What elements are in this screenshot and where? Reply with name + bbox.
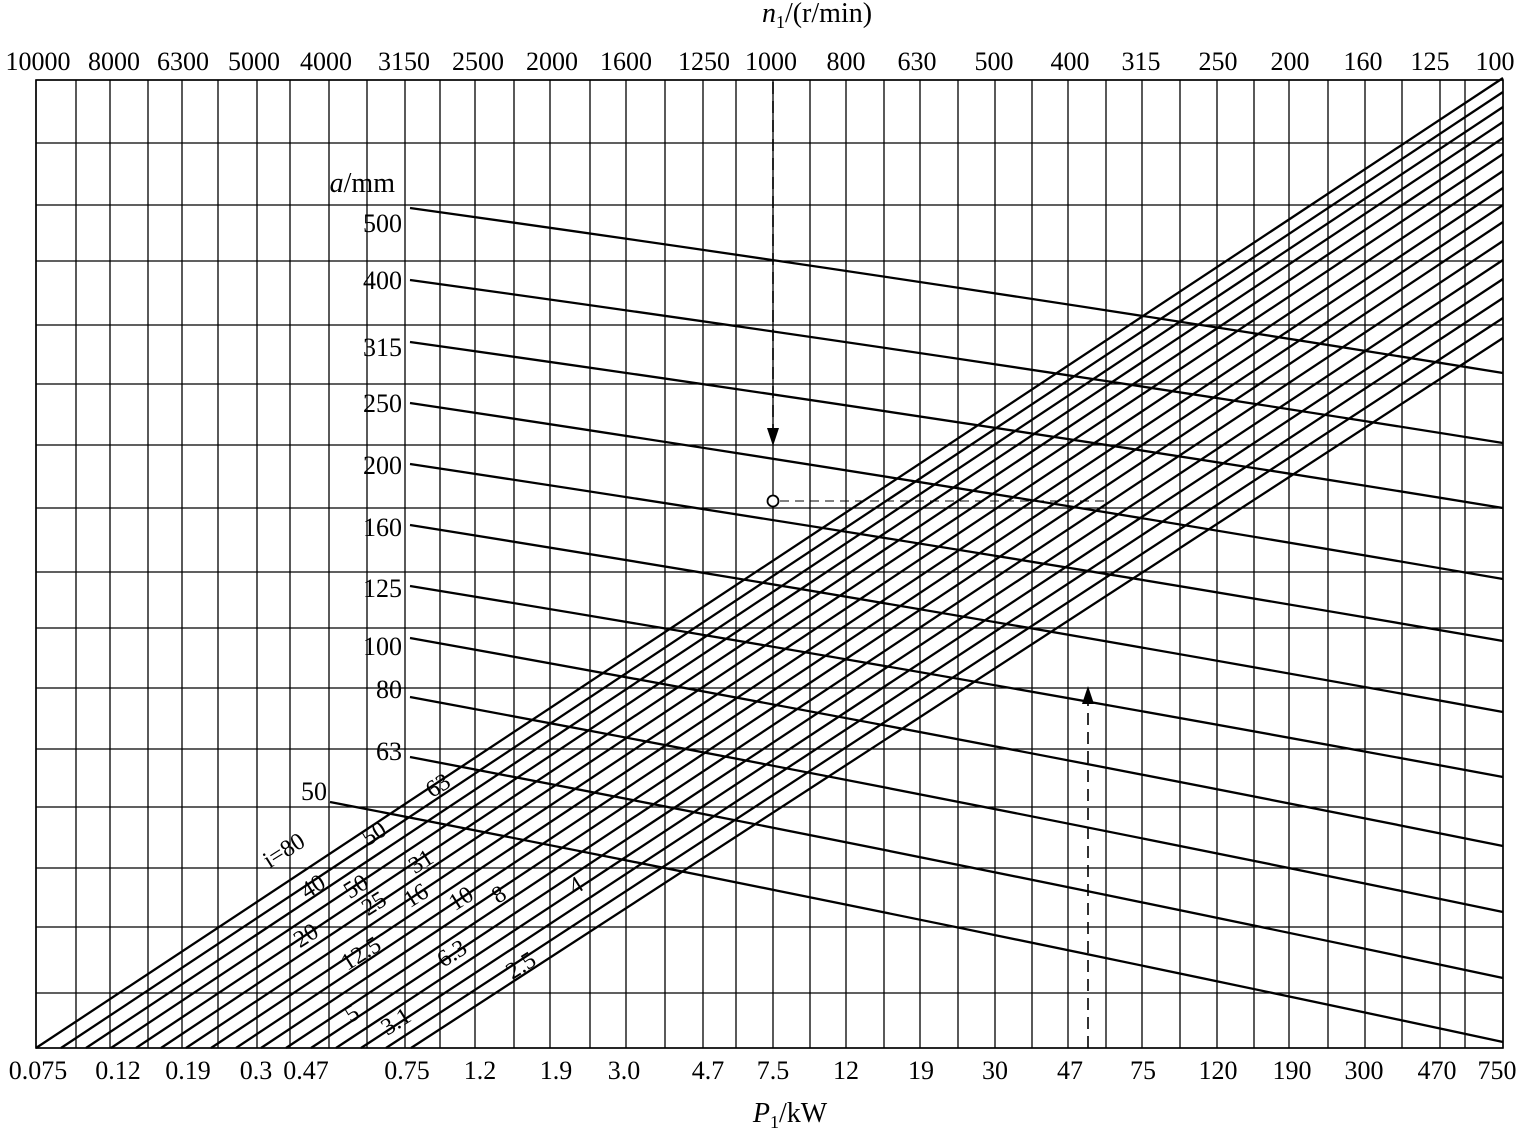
a-curve: [409, 636, 1504, 848]
a-value-label: 160: [363, 513, 402, 542]
ratio-line: [410, 337, 1504, 1049]
a-value-label: 125: [363, 574, 402, 603]
bottom-tick-label: 0.47: [283, 1056, 329, 1085]
bottom-tick-label: 47: [1057, 1056, 1083, 1085]
a-curve: [409, 462, 1504, 643]
bottom-tick-label: 0.075: [9, 1056, 68, 1085]
ratio-label: 10: [444, 882, 478, 917]
bottom-tick-label: 75: [1130, 1056, 1156, 1085]
ratio-label: 20: [289, 919, 323, 954]
a-value-label: 315: [363, 333, 402, 362]
top-tick-label: 800: [827, 47, 866, 76]
ratio-line: [360, 297, 1504, 1049]
ratio-line: [210, 187, 1504, 1049]
ratio-line: [160, 153, 1504, 1049]
a-curve: [409, 340, 1504, 510]
down-arrow-icon: [767, 428, 779, 446]
a-curve: [409, 523, 1504, 714]
bottom-tick-label: 750: [1478, 1056, 1517, 1085]
top-tick-label: 3150: [378, 47, 430, 76]
bottom-tick-label: 19: [908, 1056, 934, 1085]
ratio-label: i=80: [259, 828, 310, 873]
bottom-tick-label: 300: [1345, 1056, 1384, 1085]
top-axis-title: n1/(r/min): [762, 0, 872, 32]
center-distance-curves: [329, 206, 1504, 1044]
a-curve: [409, 584, 1504, 779]
a-value-label: 250: [363, 389, 402, 418]
ratio-line: [335, 278, 1504, 1049]
a-value-label: 80: [376, 675, 402, 704]
a-curve: [409, 206, 1504, 375]
top-tick-label: 125: [1411, 47, 1450, 76]
bottom-tick-label: 3.0: [608, 1056, 641, 1085]
bottom-tick-label: 30: [982, 1056, 1008, 1085]
top-tick-label: 315: [1122, 47, 1161, 76]
a-curve: [409, 401, 1504, 581]
labels: n1/(r/min) 10000 8000 6300 5000 4000 3150 2500 2…: [6, 0, 1517, 1132]
top-tick-label: 160: [1344, 47, 1383, 76]
a-curve: [329, 800, 1504, 1044]
ratio-line: [235, 204, 1504, 1049]
top-tick-label: 500: [975, 47, 1014, 76]
ratio-label: 16: [399, 879, 433, 914]
top-tick-label: 400: [1051, 47, 1090, 76]
a-value-label: 500: [363, 209, 402, 238]
top-tick-label: 250: [1199, 47, 1238, 76]
top-tick-label: 4000: [300, 47, 352, 76]
ratio-label: 50: [357, 817, 391, 852]
top-tick-label: 2000: [526, 47, 578, 76]
bottom-tick-label: 7.5: [757, 1056, 790, 1085]
top-tick-label: 8000: [88, 47, 140, 76]
ratio-line: [260, 221, 1504, 1049]
bottom-tick-label: 0.12: [95, 1056, 141, 1085]
bottom-tick-label: 1.9: [540, 1056, 573, 1085]
bottom-tick-label: 120: [1199, 1056, 1238, 1085]
a-value-label: 400: [363, 266, 402, 295]
ratio-line: [35, 77, 1504, 1049]
top-tick-label: 10000: [6, 47, 71, 76]
ratio-lines: [35, 77, 1504, 1049]
a-axis-title: a/mm: [330, 168, 396, 199]
a-curve: [409, 755, 1504, 980]
ratio-line: [310, 259, 1504, 1049]
bottom-tick-label: 4.7: [692, 1056, 725, 1085]
a-value-label: 200: [363, 451, 402, 480]
bottom-tick-label: 470: [1418, 1056, 1457, 1085]
ratio-line: [135, 137, 1504, 1049]
bottom-tick-label: 12: [833, 1056, 859, 1085]
top-tick-label: 1250: [678, 47, 730, 76]
ratio-label: 6.3: [433, 935, 472, 973]
a-value-label: 100: [363, 632, 402, 661]
top-tick-label: 5000: [228, 47, 280, 76]
top-tick-label: 200: [1271, 47, 1310, 76]
top-tick-label: 6300: [157, 47, 209, 76]
top-tick-label: 100: [1476, 47, 1515, 76]
top-tick-label: 1600: [600, 47, 652, 76]
top-tick-label: 1000: [745, 47, 797, 76]
bottom-tick-label: 0.19: [165, 1056, 211, 1085]
top-tick-label: 2500: [452, 47, 504, 76]
ratio-line: [110, 121, 1504, 1049]
example-path: [766, 82, 1106, 1048]
ratio-line: [285, 240, 1504, 1049]
bottom-tick-label: 0.3: [240, 1056, 273, 1085]
top-tick-label: 630: [898, 47, 937, 76]
a-value-label: 50: [301, 777, 327, 806]
grid: [35, 79, 1504, 1049]
bottom-tick-label: 190: [1273, 1056, 1312, 1085]
bottom-tick-label: 0.75: [384, 1056, 430, 1085]
ratio-label: 3.1: [377, 1003, 416, 1041]
ratio-line: [185, 170, 1504, 1049]
up-arrow-icon: [1082, 686, 1094, 704]
bottom-axis-title: P1/kW: [752, 1098, 828, 1132]
ratio-label: 40: [296, 870, 330, 905]
ratio-line: [60, 91, 1504, 1049]
a-value-label: 63: [376, 737, 402, 766]
ratio-line: [85, 106, 1504, 1049]
a-curve: [409, 278, 1504, 445]
result-marker: [766, 494, 780, 508]
ratio-line: [385, 317, 1504, 1049]
bottom-tick-label: 1.2: [464, 1056, 497, 1085]
